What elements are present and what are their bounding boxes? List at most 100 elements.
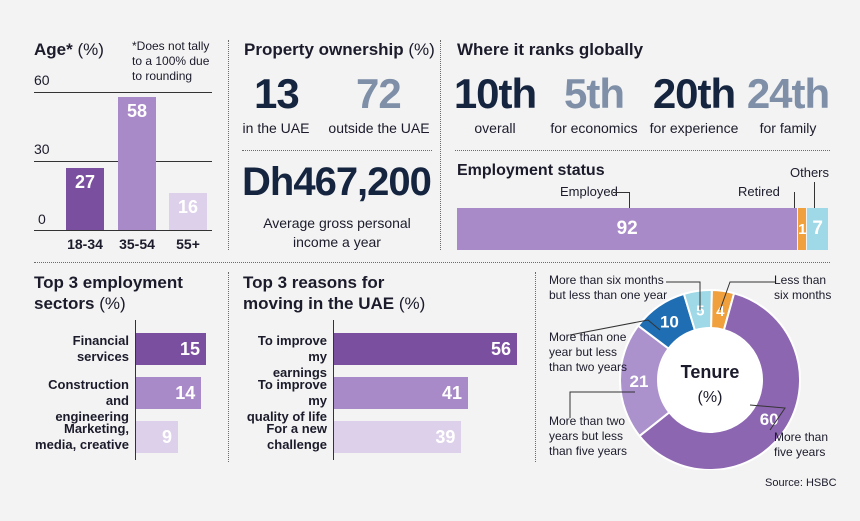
- sector-bar: 15: [136, 333, 206, 365]
- rank-value: 24th: [746, 70, 830, 117]
- age-unit: (%): [77, 40, 104, 59]
- income-label-line2: income a year: [293, 234, 381, 250]
- others-value: 7: [812, 218, 823, 239]
- reasons-axis: [333, 320, 334, 460]
- divider: [440, 40, 441, 250]
- reasons-title-line2: moving in the UAE: [243, 294, 395, 313]
- reason-label: For a new challenge: [237, 421, 327, 453]
- age-bar: 16: [169, 193, 207, 230]
- employment-others-segment: 7: [807, 208, 828, 250]
- property-outside-label: outside the UAE: [328, 120, 430, 136]
- rank-overall: 10th overall: [452, 70, 538, 136]
- age-bar-value: 58: [126, 100, 148, 121]
- sector-value: 9: [161, 426, 172, 447]
- reasons-unit: (%): [398, 294, 426, 313]
- leader-line: [613, 192, 629, 193]
- leader-line: [569, 391, 635, 418]
- sector-label-line: media, creative: [35, 437, 129, 452]
- tenure-label-line: six months: [774, 288, 832, 302]
- divider: [242, 150, 432, 151]
- reason-bar: 56: [334, 333, 517, 365]
- leader-line: [569, 319, 661, 336]
- tenure-label-line: five years: [774, 445, 826, 459]
- rank-value: 10th: [453, 70, 537, 117]
- divider: [455, 150, 830, 151]
- age-note: *Does not tally to a 100% due to roundin…: [132, 39, 210, 83]
- tenure-label-line: More than six months: [549, 273, 664, 287]
- property-title: Property ownership (%): [244, 40, 435, 60]
- tenure-label-1to2: More than one year but less than two yea…: [549, 330, 627, 375]
- employed-label: Employed: [560, 184, 618, 199]
- age-bar: 58: [118, 96, 156, 230]
- income-value: Dh467,200: [242, 160, 432, 204]
- age-bar: 27: [66, 167, 104, 230]
- tenure-title: Tenure: [681, 362, 740, 382]
- sector-bar: 9: [136, 421, 178, 453]
- tenure-label-line: years but less: [549, 429, 624, 443]
- tenure-slice-value: 10: [660, 313, 679, 332]
- reason-bar: 39: [334, 421, 462, 453]
- rank-value: 20th: [652, 70, 736, 117]
- others-label: Others: [790, 165, 830, 180]
- ranks-row: 10th overall 5th for economics 20th for …: [452, 70, 832, 140]
- age-title-text: Age*: [34, 40, 73, 59]
- rank-experience: 20th for experience: [648, 70, 740, 136]
- divider: [228, 40, 229, 250]
- sectors-axis: [135, 320, 136, 460]
- divider: [535, 272, 536, 462]
- sectors-title: Top 3 employment sectors (%): [34, 272, 183, 314]
- sector-label-line: and engineering: [55, 393, 129, 424]
- reason-bar: 41: [334, 377, 468, 409]
- tenure-label-over5: More than five years: [774, 430, 828, 460]
- sector-label: Marketing, media, creative: [29, 421, 129, 453]
- sectors-title-line2: sectors: [34, 294, 95, 313]
- sectors-unit: (%): [99, 294, 126, 313]
- reason-label: To improve my earnings: [237, 333, 327, 381]
- age-bar-value: 16: [177, 197, 199, 218]
- tenure-label-line: year but less: [549, 345, 618, 359]
- reason-value: 41: [441, 382, 462, 403]
- reason-label: To improve my quality of life: [237, 377, 327, 425]
- divider: [34, 262, 830, 263]
- tenure-label-line: More than one: [549, 330, 627, 344]
- sector-label-line: Financial: [72, 333, 129, 348]
- reason-value: 56: [490, 338, 511, 359]
- rank-label: for family: [759, 120, 817, 136]
- tenure-slice: [682, 289, 713, 332]
- tenure-slice-value: 60: [760, 410, 779, 429]
- tenure-unit: (%): [698, 389, 723, 406]
- age-gridline-60: [34, 92, 212, 93]
- age-baseline: [34, 230, 212, 231]
- reason-label-line: challenge: [267, 437, 327, 452]
- sector-label-line: Construction: [48, 377, 129, 392]
- age-tick-0: 0: [38, 211, 46, 227]
- sector-label-line: Marketing,: [63, 421, 129, 436]
- employed-value: 92: [616, 218, 638, 239]
- employment-employed-segment: 92: [457, 208, 798, 250]
- rank-label: for experience: [649, 120, 739, 136]
- age-bar-value: 27: [74, 171, 96, 192]
- tenure-label-line: Less than: [774, 273, 827, 287]
- age-bar-label: 35-54: [119, 236, 155, 252]
- leader-line: [749, 404, 786, 431]
- reasons-title-line1: Top 3 reasons for: [243, 273, 385, 292]
- rank-family: 24th for family: [744, 70, 832, 136]
- employment-retired-segment: 1: [798, 208, 806, 250]
- property-unit: (%): [408, 40, 435, 59]
- employment-bar: 92 1 7: [457, 208, 828, 250]
- tenure-slice: [638, 292, 801, 470]
- sector-label: Financial services: [29, 333, 129, 365]
- property-title-text: Property ownership: [244, 40, 404, 59]
- reason-label-line: To improve my: [257, 377, 327, 408]
- reason-label-line: For a new: [266, 421, 327, 436]
- sectors-title-line1: Top 3 employment: [34, 273, 183, 292]
- rank-economics: 5th for economics: [544, 70, 644, 136]
- tenure-label-line: but less than one year: [549, 288, 668, 302]
- age-bar-label: 55+: [176, 236, 200, 252]
- leader-line: [814, 182, 815, 208]
- age-title: Age* (%): [34, 40, 104, 60]
- employment-title: Employment status: [457, 162, 605, 179]
- rank-label: for economics: [550, 120, 638, 136]
- tenure-label-line: than five years: [549, 444, 628, 458]
- tenure-label-2to5: More than two years but less than five y…: [549, 414, 627, 459]
